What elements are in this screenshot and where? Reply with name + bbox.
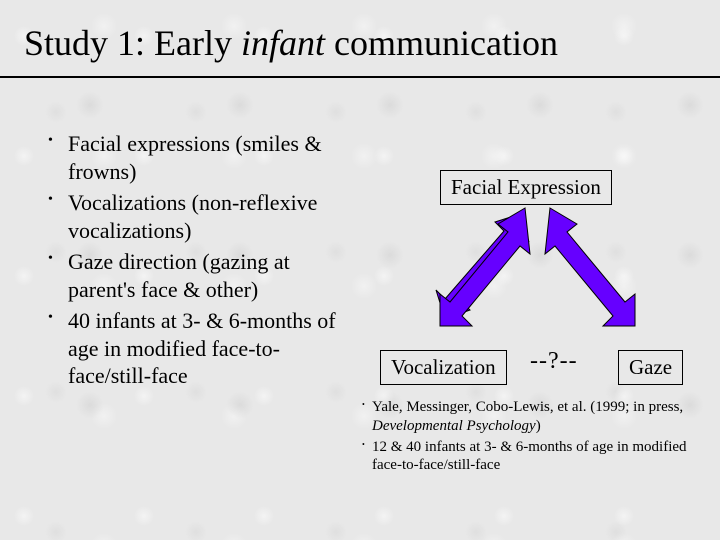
title-italic: infant (241, 23, 325, 63)
reference-item: 12 & 40 infants at 3- & 6-months of age … (360, 438, 700, 476)
diagram-arrows (400, 204, 660, 354)
diagram-question: --?-- (530, 348, 578, 375)
slide-title: Study 1: Early infant communication (24, 24, 696, 64)
list-item: Facial expressions (smiles & frowns) (48, 130, 348, 185)
bullet-text: 40 infants at 3- & 6-months of age in mo… (68, 308, 336, 388)
ref-text: ) (536, 418, 541, 434)
bullet-text: Vocalizations (non-reflexive vocalizatio… (68, 190, 317, 243)
arrow-right-group (545, 208, 635, 326)
list-item: Vocalizations (non-reflexive vocalizatio… (48, 189, 348, 244)
reference-item: Yale, Messinger, Cobo-Lewis, et al. (199… (360, 398, 700, 436)
references: Yale, Messinger, Cobo-Lewis, et al. (199… (360, 398, 700, 477)
box-gaze: Gaze (618, 350, 683, 385)
title-suffix: communication (325, 23, 558, 63)
diagram-area: Facial Expression Vocalization --?-- Gaz… (360, 130, 700, 510)
list-item: 40 infants at 3- & 6-months of age in mo… (48, 307, 348, 390)
box-facial-expression: Facial Expression (440, 170, 612, 205)
ref-text: Yale, Messinger, Cobo-Lewis, et al. (199… (372, 399, 683, 415)
bullet-list: Facial expressions (smiles & frowns) Voc… (48, 130, 348, 394)
ref-text: 12 & 40 infants at 3- & 6-months of age … (372, 439, 687, 474)
title-prefix: Study 1: Early (24, 23, 241, 63)
ref-italic: Developmental Psychology (372, 418, 536, 434)
bullet-text: Facial expressions (smiles & frowns) (68, 131, 322, 184)
title-underline (0, 76, 720, 78)
bullet-text: Gaze direction (gazing at parent's face … (68, 249, 290, 302)
arrow-left-group (440, 208, 530, 326)
box-vocalization: Vocalization (380, 350, 507, 385)
list-item: Gaze direction (gazing at parent's face … (48, 248, 348, 303)
